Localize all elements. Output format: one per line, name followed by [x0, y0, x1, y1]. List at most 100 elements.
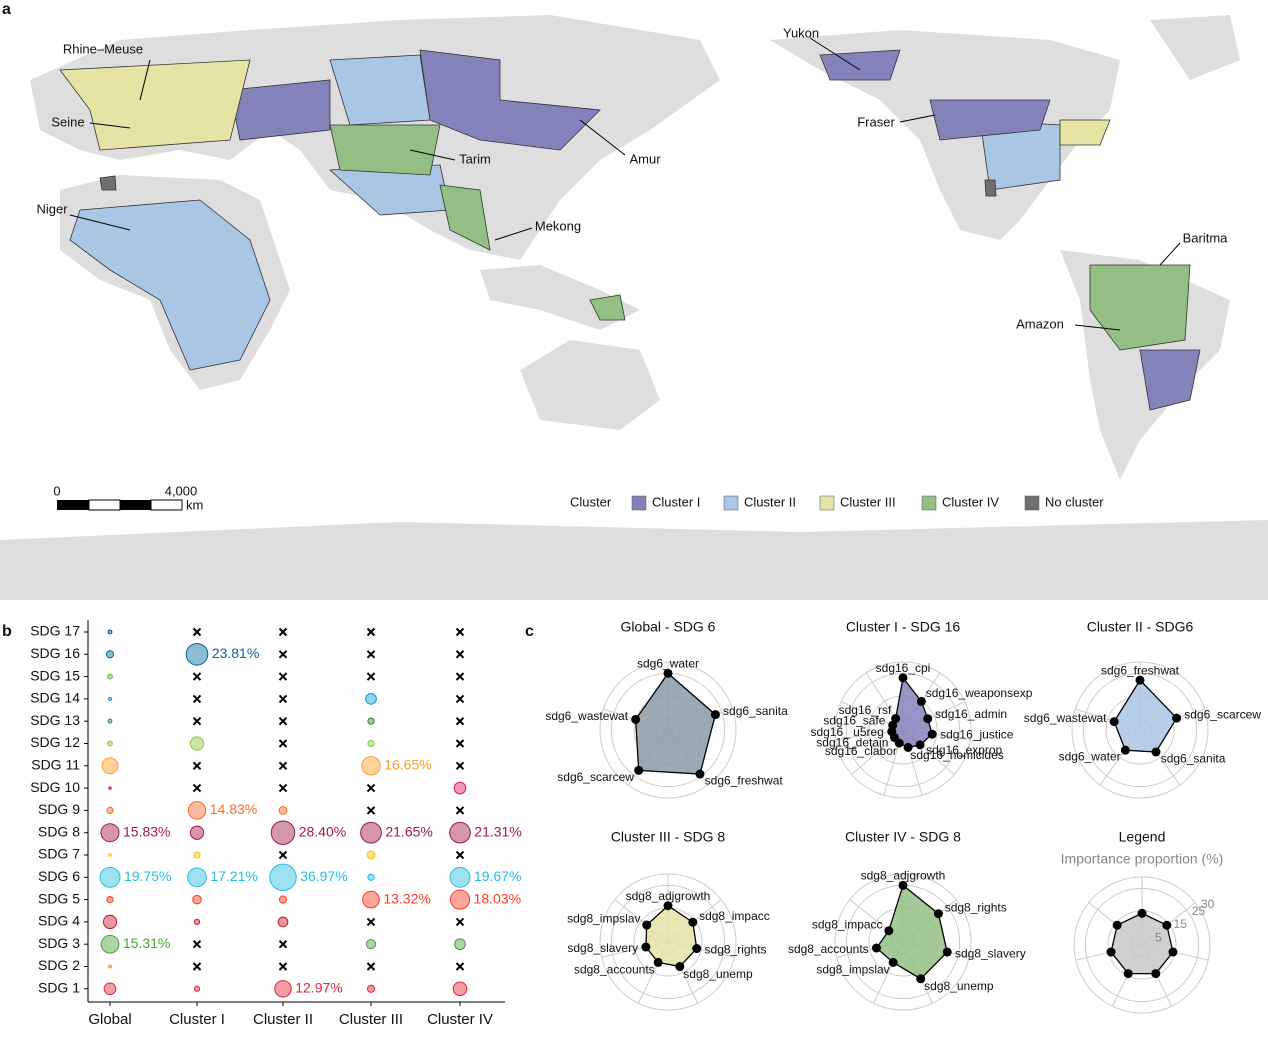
scale-label: 0	[53, 483, 60, 498]
radar-axis-label: sdg8_slavery	[567, 941, 638, 955]
radar-point	[942, 947, 952, 957]
bubble	[366, 850, 376, 860]
legend-title: Cluster	[570, 494, 612, 509]
y-tick-label: SDG 15	[30, 667, 80, 683]
bubble	[185, 642, 209, 666]
bubble	[103, 982, 117, 996]
radar-title: Global - SDG 6	[621, 619, 716, 635]
ring-label: 5	[1155, 931, 1162, 945]
river-label: Fraser	[857, 114, 895, 129]
radar-point	[903, 742, 913, 752]
no-data-cross	[455, 962, 465, 971]
no-data-cross	[192, 716, 202, 726]
radar-axis-label: sdg8_accounts	[788, 942, 869, 956]
radar-point	[888, 957, 898, 967]
no-data-cross	[278, 850, 288, 860]
radar-point	[1162, 920, 1172, 930]
data-label: 18.03%	[474, 890, 521, 906]
y-tick-label: SDG 3	[38, 935, 80, 951]
no-data-cross	[278, 783, 288, 793]
radar-axis-label: sdg16_admin	[935, 707, 1007, 721]
bubble	[361, 756, 381, 776]
radar-point	[871, 943, 881, 953]
panel-label: b	[2, 623, 12, 640]
radar-axis-label: sdg6_water	[637, 657, 699, 671]
bubble	[107, 629, 113, 635]
bubble	[108, 853, 112, 857]
no-data-cross	[278, 650, 288, 659]
legend-subtitle: Importance proportion (%)	[1061, 851, 1224, 867]
no-data-cross	[278, 939, 288, 949]
basin	[99, 175, 117, 191]
scale-label: 4,000	[165, 483, 198, 498]
radar-point	[692, 944, 702, 954]
basin	[229, 79, 331, 141]
leader-line	[579, 119, 626, 156]
radar-point	[898, 673, 908, 683]
bubble	[99, 866, 121, 888]
radar-point	[1151, 969, 1161, 979]
radar-point	[663, 901, 673, 911]
bubble	[102, 914, 118, 930]
legend-label: Cluster II	[744, 494, 796, 509]
bubble	[452, 981, 468, 997]
radar-point	[927, 729, 937, 739]
river-label: Rhine–Meuse	[63, 41, 143, 56]
y-tick-label: SDG 1	[38, 980, 80, 996]
data-label: 12.97%	[295, 980, 342, 996]
no-data-cross	[278, 962, 288, 971]
radar-axis-label: sdg8_impacc	[812, 917, 883, 931]
bubble	[193, 851, 201, 859]
radar-title: Cluster III - SDG 8	[611, 829, 726, 845]
radar-point	[1135, 675, 1145, 685]
scale-bar	[57, 500, 89, 510]
bubble	[367, 873, 375, 881]
data-label: 21.31%	[474, 823, 521, 839]
bubble	[192, 894, 202, 905]
leader-line	[89, 122, 131, 129]
radar-point	[1106, 947, 1116, 957]
scale-bar	[88, 499, 121, 511]
basin	[59, 59, 251, 151]
radar-point	[642, 920, 652, 930]
no-data-cross	[455, 739, 465, 748]
panel-label: a	[2, 1, 11, 18]
bubble	[187, 801, 207, 820]
radar-axis-label: sdg6_freshwat	[1101, 663, 1180, 677]
data-label: 19.75%	[124, 868, 171, 884]
radar-axis-label: sdg16_weaponsexp	[926, 686, 1033, 700]
radar-axis-label: sdg16_justice	[940, 728, 1014, 742]
x-tick-label: Cluster IV	[427, 1011, 493, 1028]
y-tick-label: SDG 9	[38, 801, 80, 817]
bubble	[453, 781, 467, 795]
scale-unit: km	[186, 497, 203, 512]
bubble	[193, 985, 201, 992]
legend-label: Cluster III	[840, 494, 896, 509]
no-data-cross	[455, 694, 465, 704]
bubble	[278, 895, 288, 904]
basin	[419, 49, 601, 151]
radar-point	[888, 720, 898, 730]
data-label: 15.31%	[123, 935, 170, 951]
y-tick-label: SDG 10	[30, 779, 80, 795]
bubble	[269, 863, 297, 891]
radar-point	[1112, 920, 1122, 930]
bubble	[100, 934, 120, 954]
y-tick-label: SDG 6	[38, 868, 80, 884]
radar-point	[1168, 947, 1178, 957]
radar-point	[891, 714, 901, 724]
no-data-cross	[455, 650, 465, 659]
bubble	[274, 980, 292, 998]
radar-point	[1137, 908, 1147, 918]
river-label: Niger	[36, 201, 68, 216]
river-label: Amur	[629, 151, 661, 166]
data-label: 14.83%	[210, 801, 257, 817]
radar-title: Cluster I - SDG 16	[846, 619, 961, 635]
radar-axis-label: sdg8_slavery	[955, 946, 1026, 960]
river-label: Yukon	[783, 25, 819, 40]
panel-label: c	[525, 623, 534, 640]
basin	[1089, 264, 1191, 351]
radar-axis-label: sdg6_wastewat	[545, 709, 628, 723]
